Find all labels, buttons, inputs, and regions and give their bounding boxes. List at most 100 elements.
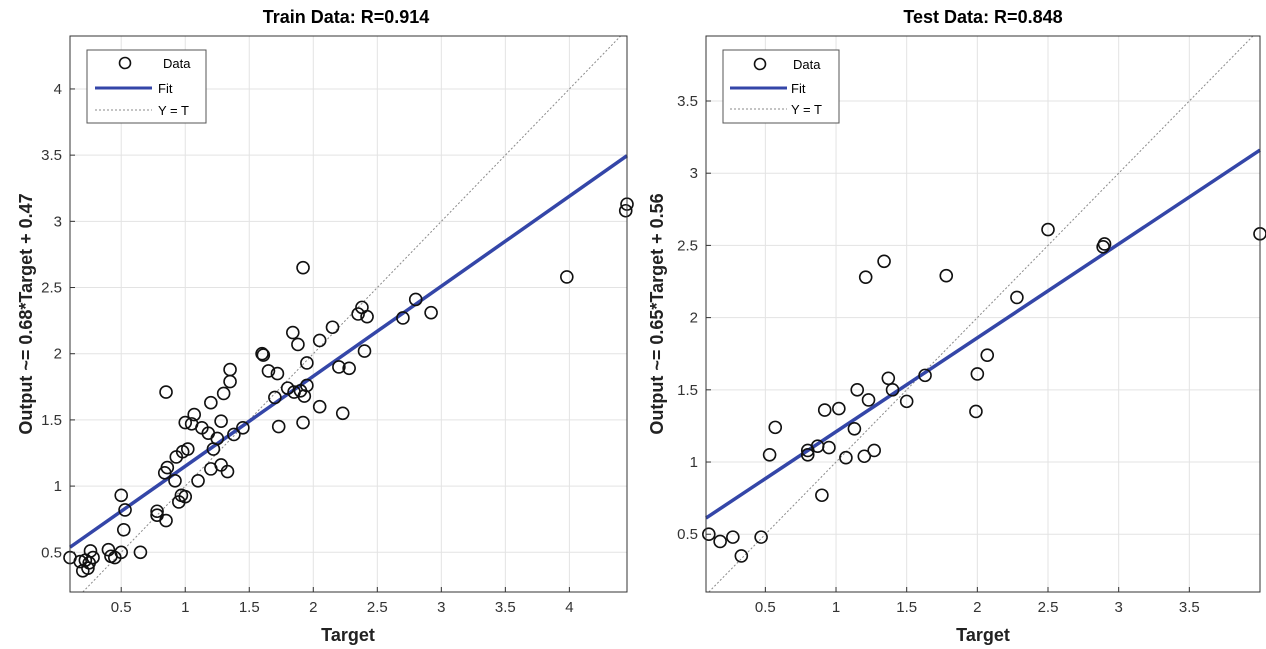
train-x-tick-label: 3.5 xyxy=(495,599,516,616)
train-identity-segment xyxy=(82,35,621,593)
test-data-point xyxy=(885,383,900,397)
test-x-tick-label: 1 xyxy=(832,599,840,616)
train-data-point xyxy=(118,503,132,517)
train-title: Train Data: R=0.914 xyxy=(263,7,430,27)
train-legend-data: Data xyxy=(163,56,191,71)
train-data-point xyxy=(351,307,365,321)
test-x-label: Target xyxy=(956,625,1010,645)
train-data-point xyxy=(285,325,300,340)
train-data-point xyxy=(335,406,350,421)
train-data-point xyxy=(210,431,225,446)
train-data-point xyxy=(160,460,175,475)
test-y-tick-label: 2 xyxy=(690,310,698,327)
train-data-point xyxy=(268,390,282,405)
train-data-point xyxy=(360,309,374,324)
train-data-point xyxy=(332,360,346,374)
train-data-point xyxy=(560,270,574,284)
train-data-point xyxy=(300,378,314,393)
train-y-tick-label: 1.5 xyxy=(41,412,62,429)
train-x-ticks: 0.5 1 1.5 2 2.5 3 3.5 4 xyxy=(111,587,574,616)
train-data-point xyxy=(168,473,182,488)
test-data-point xyxy=(918,368,932,383)
test-data-point xyxy=(877,254,891,269)
test-legend: Data Fit Y = T xyxy=(722,49,840,124)
test-data-point xyxy=(861,393,876,407)
train-x-tick-label: 2.5 xyxy=(367,599,388,616)
test-x-tick-label: 1.5 xyxy=(896,599,917,616)
train-fit-segment xyxy=(68,154,629,549)
train-data-point xyxy=(101,542,116,557)
train-axes-box xyxy=(69,35,628,593)
test-axes-box xyxy=(705,35,1261,593)
test-x-tick-label: 2.5 xyxy=(1038,599,1059,616)
train-y-tick-label: 4 xyxy=(54,81,62,98)
test-identity-segment xyxy=(708,35,1254,593)
train-data-point xyxy=(214,458,228,472)
test-legend-data-marker xyxy=(753,57,767,71)
test-grid xyxy=(706,36,1260,592)
train-data-point xyxy=(116,522,131,537)
train-data-point xyxy=(191,473,205,488)
train-data-point xyxy=(150,504,164,519)
train-data-point xyxy=(296,260,310,275)
test-data-point xyxy=(857,449,872,464)
train-legend-data-marker xyxy=(118,56,132,70)
train-y-label: Output ~= 0.68*Target + 0.47 xyxy=(16,193,36,434)
train-data-point xyxy=(73,554,88,569)
test-data-point xyxy=(847,422,862,436)
train-data-point xyxy=(187,407,202,422)
train-data-point xyxy=(408,292,423,307)
train-data-point xyxy=(159,385,173,399)
train-data-point xyxy=(114,488,129,503)
test-data-point xyxy=(822,440,836,455)
test-data-point xyxy=(762,448,777,462)
test-fit-line xyxy=(705,148,1261,520)
test-data-point xyxy=(713,534,727,549)
train-legend: Data Fit Y = T xyxy=(86,49,207,124)
train-data-point xyxy=(214,414,228,429)
test-data-point xyxy=(980,348,995,362)
train-legend-fit: Fit xyxy=(158,81,173,96)
train-data-point xyxy=(133,545,148,560)
test-legend-data: Data xyxy=(793,57,821,72)
train-data-point xyxy=(81,561,95,575)
train-x-tick-label: 2 xyxy=(309,599,317,616)
train-data-point xyxy=(181,442,195,456)
train-data-point xyxy=(114,545,129,560)
train-data-point xyxy=(236,421,250,435)
test-x-tick-label: 2 xyxy=(973,599,981,616)
test-data-point xyxy=(768,420,783,435)
train-data-point xyxy=(271,419,286,434)
train-data-point xyxy=(325,320,340,335)
test-x-tick-label: 3 xyxy=(1115,599,1123,616)
test-data-point xyxy=(1041,222,1055,237)
test-data-point xyxy=(817,403,832,417)
train-data-point xyxy=(291,337,305,352)
train-data-point xyxy=(204,395,218,410)
train-data-point xyxy=(396,311,410,325)
test-data-point xyxy=(850,383,865,397)
test-fit-segment xyxy=(705,148,1261,520)
train-x-tick-label: 1 xyxy=(181,599,189,616)
train-y-tick-label: 0.5 xyxy=(41,544,62,561)
train-data-point xyxy=(261,364,276,378)
train-data-point xyxy=(342,361,356,376)
train-data-point xyxy=(83,544,98,558)
train-y-tick-label: 2.5 xyxy=(41,280,62,297)
test-data-point xyxy=(899,394,914,409)
test-x-ticks: 0.5 1 1.5 2 2.5 3 3.5 xyxy=(755,587,1200,616)
test-data-point xyxy=(858,270,873,284)
train-data-point xyxy=(178,415,193,430)
test-data-point xyxy=(969,404,983,419)
test-y-tick-label: 1.5 xyxy=(677,382,698,399)
test-panel: Test Data: R=0.848 0.5 1 1.5 2 2.5 3 3.5 0.5 1 1… xyxy=(647,7,1266,645)
test-legend-fit: Fit xyxy=(791,81,806,96)
test-data-point xyxy=(726,530,740,544)
test-y-tick-label: 3 xyxy=(690,165,698,182)
test-data-points xyxy=(702,222,1266,563)
train-data-point xyxy=(357,344,372,358)
test-legend-identity: Y = T xyxy=(791,102,822,117)
test-x-tick-label: 3.5 xyxy=(1179,599,1200,616)
train-data-point xyxy=(227,427,241,442)
test-data-point xyxy=(839,450,853,465)
